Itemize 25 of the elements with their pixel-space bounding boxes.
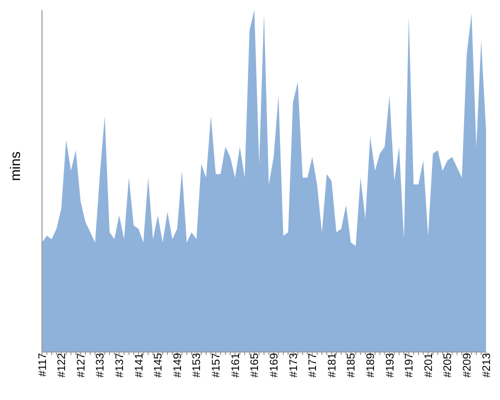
x-tick-label: #201: [422, 353, 435, 378]
x-tick-label: #161: [230, 353, 242, 378]
x-tick-label: #205: [442, 353, 454, 378]
x-tick-label: #127: [75, 353, 88, 378]
x-tick-label: #165: [249, 353, 262, 378]
x-tick-label: #181: [326, 353, 338, 378]
x-tick-label: #137: [114, 353, 126, 378]
x-tick-label: #193: [384, 353, 396, 378]
x-tick-label: #149: [172, 353, 184, 378]
x-tick-label: #141: [133, 353, 146, 378]
x-tick-label: #157: [210, 353, 223, 378]
x-tick-label: #189: [364, 353, 377, 378]
x-tick-label: #122: [56, 353, 68, 378]
x-tick-label: #177: [307, 353, 320, 378]
x-tick-label: #169: [268, 353, 280, 378]
x-tick-label: #209: [462, 353, 474, 378]
x-tick-label: #153: [191, 353, 204, 378]
x-tick-label: #197: [404, 353, 416, 378]
y-axis-title: mins: [6, 151, 23, 181]
x-tick-label: #117: [36, 353, 49, 377]
x-tick-label: #213: [480, 353, 493, 378]
x-tick-label: #185: [346, 353, 358, 378]
x-tick-label: #173: [288, 353, 300, 378]
x-tick-label: #133: [94, 353, 107, 378]
x-tick-label: #145: [152, 353, 165, 378]
